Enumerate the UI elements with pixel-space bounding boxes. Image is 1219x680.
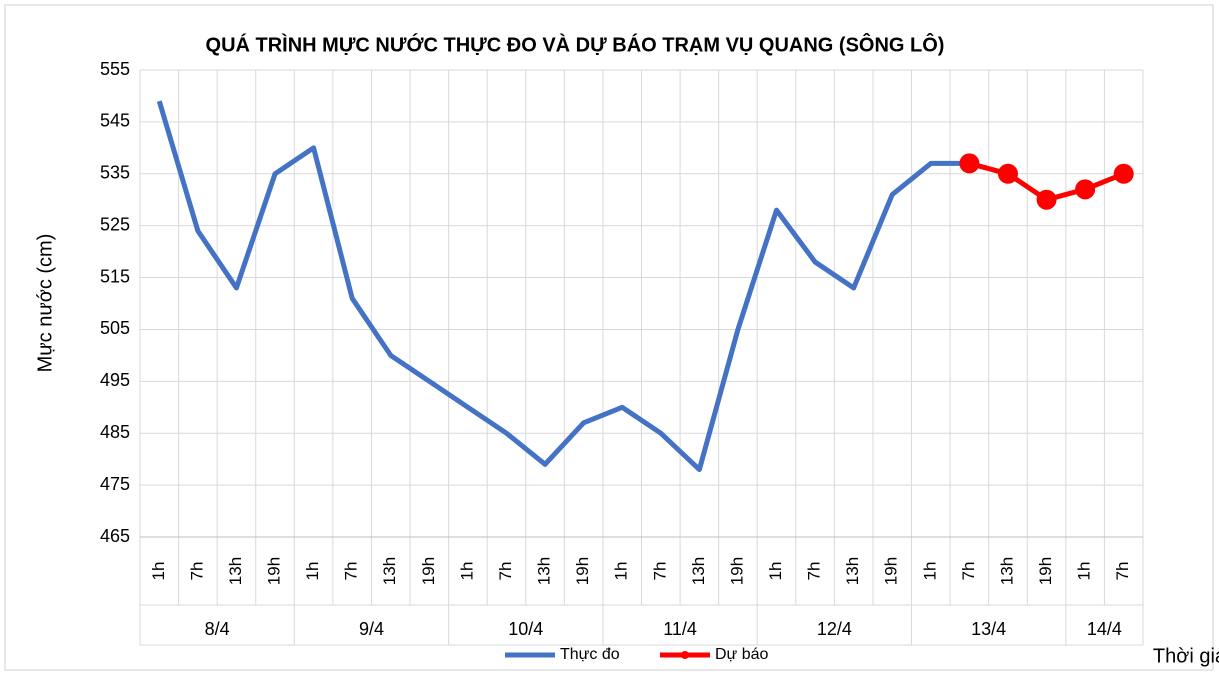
x-tick-label: 13h [226,557,245,585]
group-label: 11/4 [663,619,697,639]
x-tick-label: 1h [766,562,785,581]
x-tick-label: 7h [187,562,206,581]
data-point [997,163,1018,184]
data-point [959,153,980,174]
y-tick-label: 525 [100,214,130,234]
y-tick-label: 495 [100,370,130,390]
series-line [156,100,970,473]
x-tick-label: 7h [1113,562,1132,581]
data-point [1113,163,1134,184]
y-tick-label: 505 [100,318,130,338]
x-axis-label: Thời gian [1153,645,1219,667]
x-tick-label: 19h [573,557,592,585]
legend-marker [681,651,689,659]
group-label: 14/4 [1087,619,1122,639]
y-tick-label: 485 [100,422,130,442]
data-point [1075,179,1096,200]
group-label: 12/4 [817,619,852,639]
x-tick-label: 1h [1075,562,1094,581]
x-tick-label: 7h [650,562,669,581]
x-tick-label: 13h [843,557,862,585]
y-axis-label: Mực nước (cm) [34,234,56,373]
x-tick-label: 13h [997,557,1016,585]
chart-border [4,4,1214,671]
y-tick-label: 535 [100,163,130,183]
x-tick-label: 1h [457,562,476,581]
x-tick-label: 7h [496,562,515,581]
x-tick-label: 19h [727,557,746,585]
legend-label: Thực đo [560,646,620,663]
y-tick-label: 465 [100,526,130,546]
x-tick-label: 1h [303,562,322,581]
y-tick-label: 545 [100,111,130,131]
x-tick-label: 19h [265,557,284,585]
x-tick-label: 19h [1036,557,1055,585]
x-tick-label: 7h [342,562,361,581]
x-tick-label: 7h [959,562,978,581]
x-tick-label: 7h [805,562,824,581]
x-tick-label: 13h [380,557,399,585]
x-tick-label: 1h [612,562,631,581]
legend-label: Dự báo [715,646,769,663]
x-tick-label: 1h [149,562,168,581]
group-label: 13/4 [971,619,1006,639]
x-tick-label: 19h [882,557,901,585]
y-tick-label: 515 [100,266,130,286]
group-label: 10/4 [508,619,543,639]
y-tick-label: 555 [100,59,130,79]
y-tick-label: 475 [100,474,130,494]
x-tick-label: 1h [920,562,939,581]
group-label: 9/4 [359,619,384,639]
group-label: 8/4 [205,619,230,639]
x-tick-label: 13h [689,557,708,585]
data-point [1036,189,1057,210]
x-tick-label: 13h [535,557,554,585]
chart-title: QUÁ TRÌNH MỰC NƯỚC THỰC ĐO VÀ DỰ BÁO TRẠ… [206,32,945,56]
x-tick-label: 19h [419,557,438,585]
